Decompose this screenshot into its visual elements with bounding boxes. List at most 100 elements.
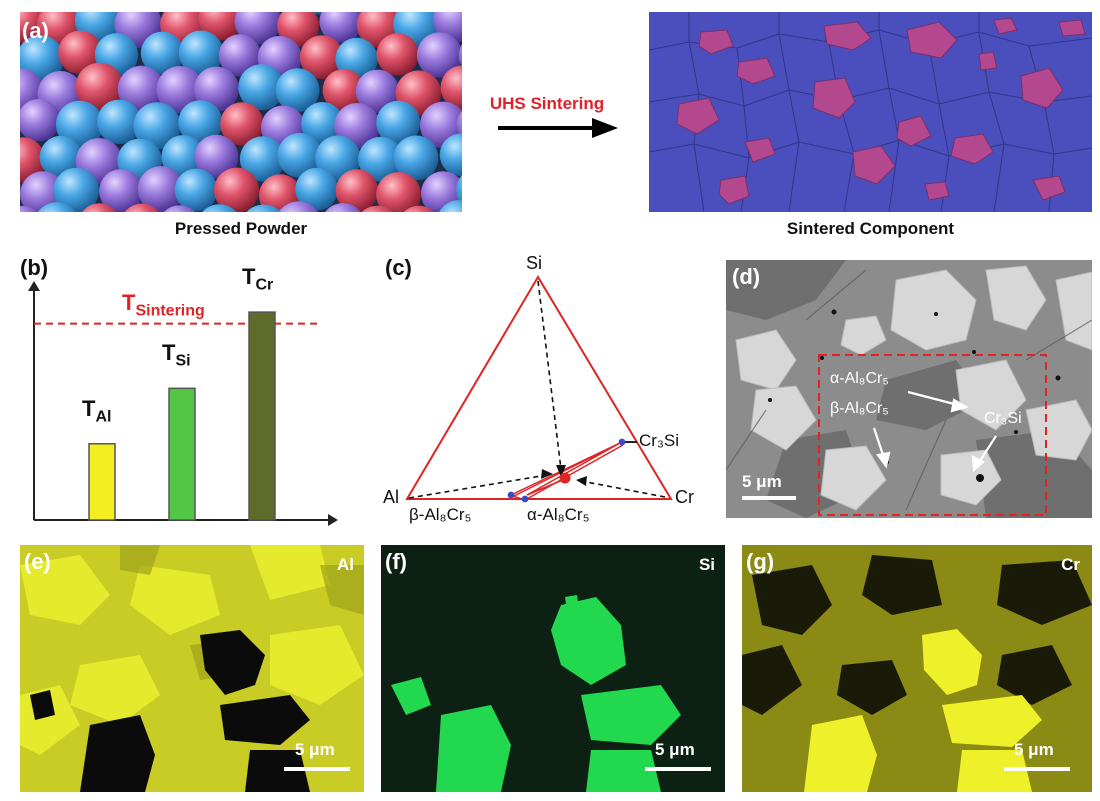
beta-al8cr5-label: β-Al₈Cr₅: [409, 505, 472, 524]
temperature-bar-chart: [28, 281, 338, 526]
scale-bar: [284, 767, 350, 771]
powder-particle: [202, 204, 237, 212]
panel-d: (d) α-Al₈Cr₅ β-Al₈Cr₅ Cr₃Si 5 μm: [726, 260, 1092, 518]
powder-particle: [376, 172, 421, 212]
si-element-label: Si: [698, 555, 715, 574]
panel-b-tag: (b): [20, 255, 49, 280]
powder-particle: [458, 44, 462, 67]
powder-particle: [178, 100, 223, 145]
powder-particle: [258, 174, 302, 212]
panel-a-tag: (a): [22, 18, 49, 43]
powder-particle: [161, 135, 205, 179]
scale-bar-label: 5 μm: [655, 740, 695, 759]
bar-label-al: TAl: [82, 395, 112, 426]
panel-c: (c) Si Al Cr Cr₃Si β-Al₈Cr₅ α-Al₈Cr₅: [375, 253, 705, 530]
al-eds-map: [20, 545, 364, 792]
powder-particle: [140, 31, 184, 75]
powder-particle: [376, 33, 419, 76]
powder-particle: [20, 99, 60, 142]
bar-label-si: TSi: [162, 340, 191, 370]
panel-e-tag: (e): [24, 549, 51, 574]
sintered-component-image: [649, 12, 1092, 212]
vertex-al-label: Al: [383, 487, 400, 507]
powder-particle: [301, 102, 344, 145]
powder-particle: [275, 68, 320, 113]
sintered-component-caption: Sintered Component: [786, 219, 955, 238]
powder-particle: [20, 205, 38, 212]
vertex-cr-label: Cr: [675, 487, 694, 507]
powder-particle: [194, 66, 239, 112]
powder-particle: [358, 136, 404, 182]
powder-particle: [456, 110, 462, 139]
powder-particle: [439, 200, 462, 212]
powder-particle: [137, 166, 184, 212]
vertex-si-label: Si: [526, 253, 543, 273]
pressed-powder-image: [20, 12, 462, 212]
powder-particle: [97, 99, 142, 144]
cr3si-sem-label: Cr₃Si: [984, 410, 1022, 427]
powder-particle: [20, 171, 66, 212]
pressed-powder-caption: Pressed Powder: [174, 219, 308, 238]
powder-particle: [416, 32, 462, 78]
scale-bar-label: 5 μm: [295, 740, 335, 759]
powder-particle: [238, 64, 285, 111]
process-arrow-icon: [498, 118, 618, 138]
powder-particle: [75, 62, 124, 111]
powder-particle: [156, 66, 204, 114]
uhs-sintering-label: UHS Sintering: [489, 94, 605, 113]
scale-bar: [645, 767, 711, 771]
powder-particle: [325, 203, 361, 212]
powder-particle: [220, 102, 264, 146]
al-element-label: Al: [337, 555, 354, 574]
cr3si-point-label: Cr₃Si: [639, 431, 679, 450]
powder-particle: [295, 167, 339, 211]
beta-al8cr5-sem-label: β-Al₈Cr₅: [830, 400, 889, 417]
cr-eds-map: [742, 545, 1092, 792]
powder-particle: [117, 65, 165, 113]
panel-e: (e) Al 5 μm: [20, 545, 364, 792]
si-eds-map: [381, 545, 725, 792]
powder-particle: [58, 30, 102, 75]
panel-b: (b) TSintering TAl TSi TCr: [20, 255, 350, 530]
panel-a: (a) Pressed Powder UHS Sintering: [20, 12, 1092, 242]
powder-particle: [124, 203, 159, 212]
ternary-phase-diagram: [405, 275, 673, 503]
powder-particle: [20, 137, 46, 183]
powder-particle: [20, 35, 64, 83]
scale-bar: [742, 496, 796, 500]
powder-particle: [39, 135, 83, 179]
powder-particle: [246, 204, 281, 212]
powder-particle: [214, 167, 259, 212]
temperature-bar-cr: [248, 311, 276, 521]
powder-particle: [174, 168, 218, 212]
powder-particle: [82, 203, 117, 212]
alpha-al8cr5-label: α-Al₈Cr₅: [527, 505, 590, 524]
powder-particle: [278, 201, 319, 212]
panel-c-tag: (c): [385, 255, 412, 280]
powder-particle: [319, 12, 362, 43]
powder-particle: [53, 167, 99, 212]
powder-particle: [218, 34, 261, 77]
panel-g: (g) Cr 5 μm: [742, 545, 1092, 792]
panel-d-tag: (d): [732, 264, 761, 289]
panel-f-tag: (f): [385, 549, 407, 574]
powder-particle: [322, 69, 365, 112]
powder-particle: [277, 132, 323, 178]
powder-particle: [37, 202, 76, 212]
temperature-bar-si: [168, 387, 196, 521]
alpha-al8cr5-sem-label: α-Al₈Cr₅: [830, 370, 889, 387]
powder-particle: [403, 205, 434, 212]
powder-particle: [194, 134, 239, 179]
powder-particle: [393, 135, 439, 181]
scale-bar: [1004, 767, 1070, 771]
powder-particle: [164, 205, 195, 212]
panel-g-tag: (g): [746, 549, 775, 574]
powder-particle: [335, 169, 379, 212]
panel-f: (f) Si 5 μm: [381, 545, 725, 792]
powder-particle: [361, 205, 394, 212]
powder-particle: [55, 100, 104, 149]
powder-particle: [299, 35, 344, 79]
bar-label-cr: TCr: [242, 264, 274, 294]
scale-bar-label: 5 μm: [742, 472, 782, 491]
cr-element-label: Cr: [1061, 555, 1080, 574]
